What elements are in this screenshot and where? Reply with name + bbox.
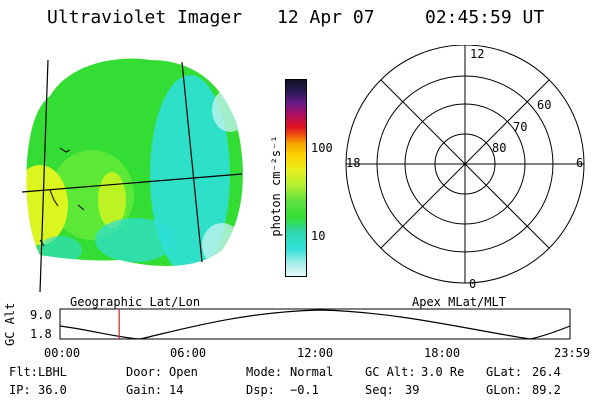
info-glon-label: GLon: xyxy=(486,383,523,397)
info-mode-value: Normal xyxy=(290,365,334,379)
mlt-label-12: 12 xyxy=(470,47,485,61)
info-seq-value: 39 xyxy=(405,383,420,397)
uv-image-panel xyxy=(21,58,243,293)
info-gain-value: 14 xyxy=(169,383,184,397)
instrument-title: Ultraviolet Imager xyxy=(47,7,243,28)
time-tick-1200: 12:00 xyxy=(297,346,334,360)
observation-time: 02:45:59 UT xyxy=(425,7,545,28)
altitude-plot xyxy=(59,308,571,340)
geographic-grid-lines xyxy=(21,59,243,293)
earth-disk-image xyxy=(26,58,243,266)
mlat-label-70: 70 xyxy=(513,120,528,134)
mlt-diagonal-2 xyxy=(380,79,550,249)
mlat-label-80: 80 xyxy=(492,141,507,155)
info-dsp-value: −0.1 xyxy=(290,383,319,397)
time-tick-1800: 18:00 xyxy=(424,346,461,360)
time-tick-0000: 00:00 xyxy=(44,346,81,360)
info-door-value: Open xyxy=(169,365,198,379)
altitude-axis-label: GC Alt xyxy=(3,302,17,346)
info-door-label: Door: xyxy=(126,365,163,379)
info-gcalt-value: 3.0 Re xyxy=(421,365,465,379)
mlt-label-0: 0 xyxy=(469,277,477,291)
info-flt-label: Flt: xyxy=(9,365,38,379)
info-flt-value: LBHL xyxy=(38,365,67,379)
altitude-tick-top: 9.0 xyxy=(30,308,52,322)
time-tick-0600: 06:00 xyxy=(170,346,207,360)
polar-plot xyxy=(345,45,585,284)
info-seq-label: Seq: xyxy=(365,383,394,397)
coastline-marks xyxy=(39,147,85,247)
colorbar-tick-10: 10 xyxy=(311,229,326,243)
mlt-label-18: 18 xyxy=(346,156,361,170)
altitude-curve xyxy=(59,309,571,340)
info-ip-label: IP: xyxy=(9,383,31,397)
colorbar-tick-100: 100 xyxy=(311,141,333,155)
info-glon-value: 89.2 xyxy=(532,383,561,397)
info-gcalt-label: GC Alt: xyxy=(365,365,416,379)
colorbar-unit-label: photon cm⁻²s⁻¹ xyxy=(269,135,283,237)
info-glat-label: GLat: xyxy=(486,365,523,379)
observation-date: 12 Apr 07 xyxy=(277,7,375,28)
info-glat-value: 26.4 xyxy=(532,365,561,379)
polar-caption: Apex MLat/MLT xyxy=(412,295,506,309)
altitude-plot-frame xyxy=(59,308,571,340)
info-ip-value: 36.0 xyxy=(38,383,67,397)
info-mode-label: Mode: xyxy=(246,365,283,379)
image-caption: Geographic Lat/Lon xyxy=(70,295,201,309)
info-gain-label: Gain: xyxy=(126,383,163,397)
colorbar xyxy=(285,79,307,277)
info-dsp-label: Dsp: xyxy=(246,383,275,397)
mlat-label-60: 60 xyxy=(537,98,552,112)
mlt-label-6: 6 xyxy=(576,156,584,170)
altitude-tick-bottom: 1.8 xyxy=(30,327,52,341)
time-tick-2359: 23:59 xyxy=(554,346,591,360)
